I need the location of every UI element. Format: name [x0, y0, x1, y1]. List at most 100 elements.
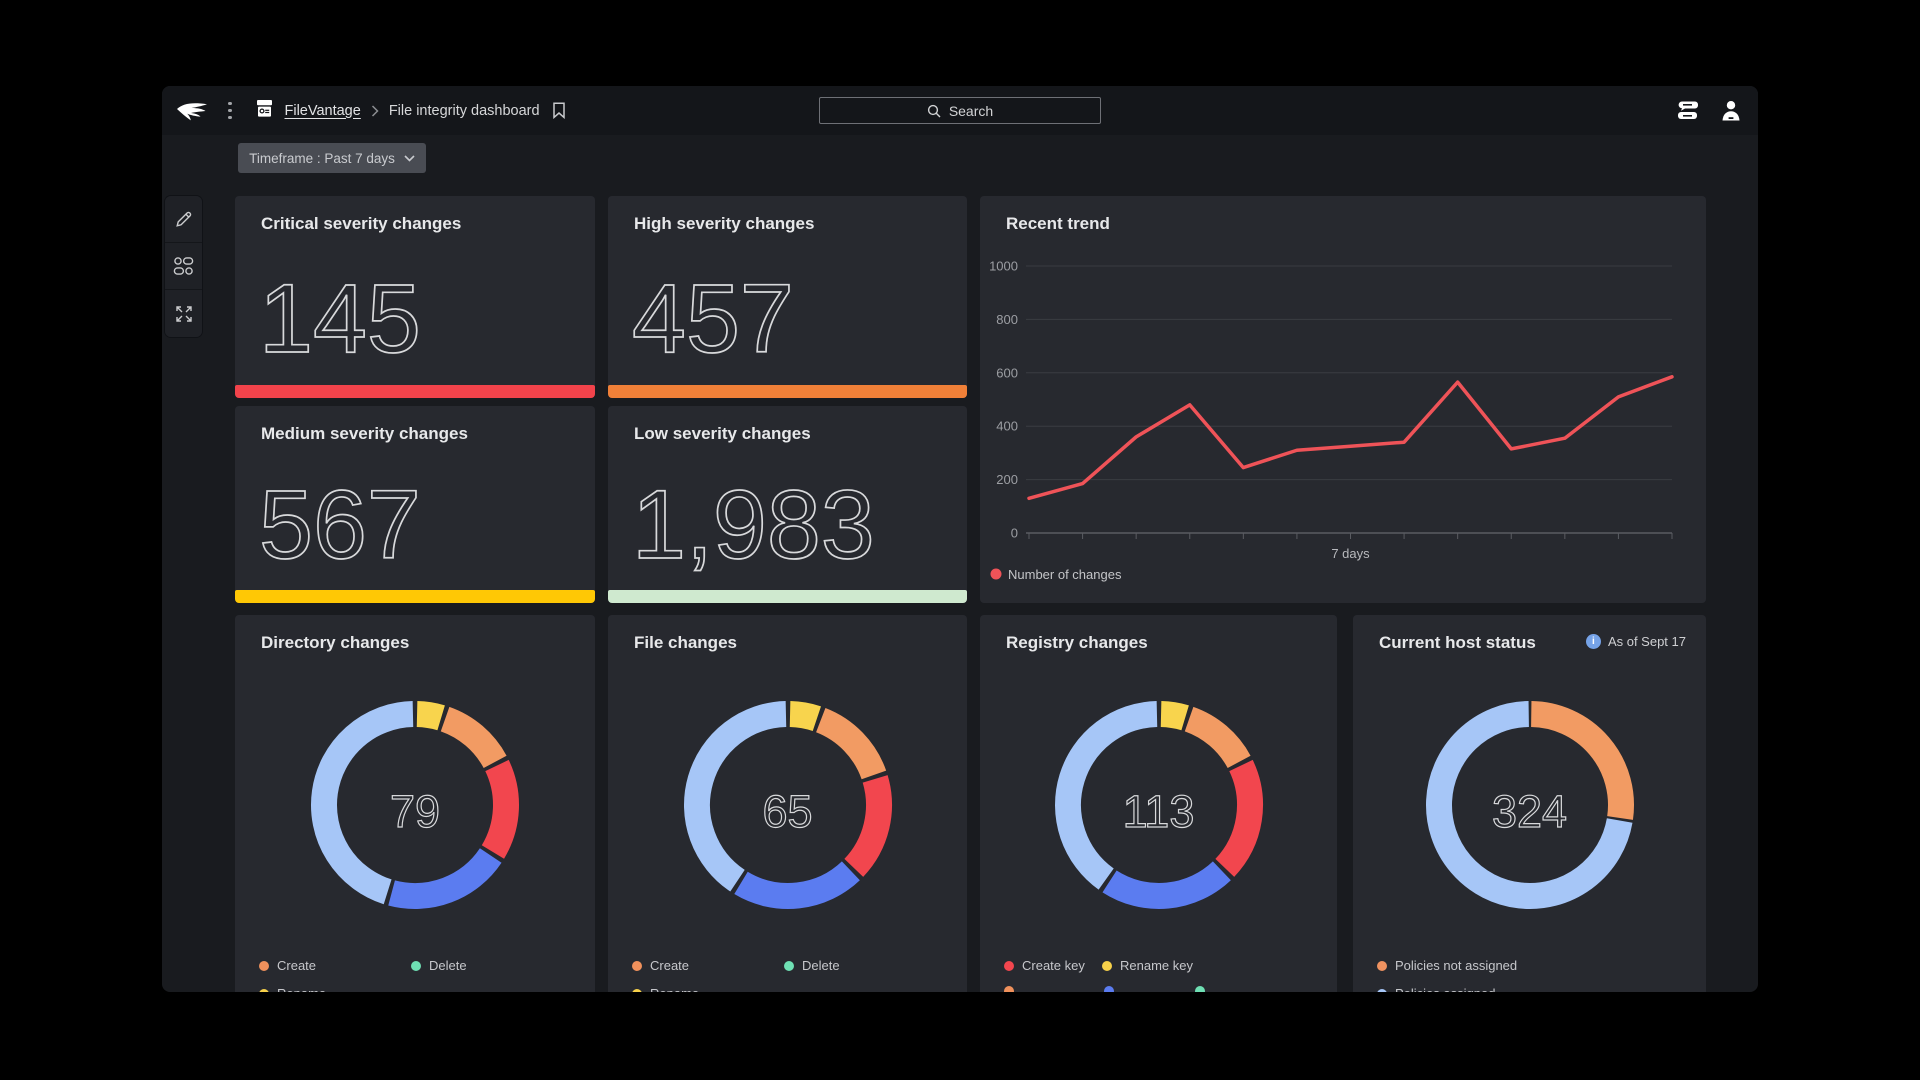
app-menu-ellipsis-icon[interactable] [224, 98, 236, 124]
chart-title: Registry changes [1006, 633, 1148, 652]
legend-dot [1377, 988, 1387, 992]
app-window: FileVantage File integrity dashboard Sea… [162, 86, 1758, 992]
breadcrumb-chevron-icon [371, 104, 379, 117]
top-bar: FileVantage File integrity dashboard Sea… [162, 86, 1758, 135]
expand-icon [175, 305, 192, 322]
registry-donut-chart [1054, 701, 1263, 909]
timeframe-label: Timeframe : Past 7 days [249, 150, 395, 166]
bookmark-icon[interactable] [552, 102, 566, 119]
legend-row: Rename [632, 986, 955, 992]
search-icon [927, 104, 941, 117]
legend-label: Rename [650, 986, 699, 992]
legend-row [1004, 986, 1325, 992]
svg-text:1000: 1000 [989, 259, 1018, 274]
host-status-donut-chart [1425, 701, 1634, 909]
legend-row: Policies not assigned [1377, 958, 1694, 973]
directory-changes-card: Directory changes 79 Create Delete Renam… [235, 615, 595, 992]
legend-dot [784, 960, 794, 971]
widget-toggles-button[interactable] [165, 243, 202, 290]
svg-text:7 days: 7 days [1331, 546, 1370, 561]
legend-row: Create Delete [259, 958, 583, 973]
legend-dot [632, 960, 642, 971]
edit-dashboard-button[interactable] [165, 196, 202, 243]
notifications-messages-icon[interactable] [1676, 100, 1700, 122]
legend-dot [259, 988, 269, 992]
pencil-icon [175, 211, 191, 227]
search-input[interactable]: Search [819, 97, 1101, 124]
severity-color-bar [608, 590, 967, 603]
svg-text:200: 200 [996, 472, 1018, 487]
chart-title: Directory changes [261, 633, 410, 652]
svg-text:800: 800 [996, 312, 1018, 327]
info-icon[interactable]: i [1585, 634, 1601, 649]
legend-dot [1102, 960, 1112, 971]
as-of-date: As of Sept 17 [1607, 634, 1686, 649]
severity-color-bar [235, 385, 595, 398]
legend-dot [1004, 986, 1014, 992]
file-donut-chart [683, 701, 892, 909]
donut-total: 65 [762, 785, 813, 837]
metric-value: 145 [258, 264, 422, 373]
registry-changes-card: Registry changes 113 Create key Rename k… [980, 615, 1337, 992]
legend-label: Create [277, 958, 317, 973]
legend-row: Policies assigned [1377, 986, 1694, 992]
metric-title: Low severity changes [634, 424, 811, 443]
metric-title: Critical severity changes [261, 214, 462, 233]
legend-row: Create key Rename key [1004, 958, 1325, 973]
timeframe-dropdown[interactable]: Timeframe : Past 7 days [238, 143, 426, 173]
svg-text:400: 400 [996, 419, 1018, 434]
breadcrumb-page-title: File integrity dashboard [388, 102, 540, 119]
trend-chart-svg: 1000 800 600 400 200 0 7 days Number of changes [989, 259, 1674, 582]
breadcrumb-app-link[interactable]: FileVantage [284, 102, 361, 119]
donut-total: 113 [1122, 785, 1195, 837]
filevantage-app-icon[interactable] [254, 98, 275, 124]
legend-row: Create Delete [632, 958, 955, 973]
user-profile-icon[interactable] [1720, 100, 1742, 122]
legend-label: Delete [429, 958, 467, 973]
left-rail [165, 196, 202, 337]
chevron-down-icon [404, 154, 415, 162]
metric-value: 1,983 [631, 470, 875, 579]
legend-row: Rename [259, 986, 583, 992]
legend-dot [632, 988, 642, 992]
legend-label: Create [650, 958, 690, 973]
legend-dot [259, 960, 269, 971]
legend-dot [411, 960, 421, 971]
metric-card-critical: Critical severity changes 145 [235, 196, 595, 398]
legend-label: Delete [802, 958, 840, 973]
legend-dot [1377, 960, 1387, 971]
legend-label: Create key [1022, 958, 1085, 973]
toggles-icon [173, 257, 194, 275]
severity-color-bar [608, 385, 967, 398]
chart-title: Current host status [1379, 633, 1536, 652]
topbar-right-icons [1676, 86, 1742, 135]
file-changes-card: File changes 65 Create Delete Rename [608, 615, 967, 992]
donut-total: 79 [389, 785, 441, 837]
legend-label: Rename [277, 986, 326, 992]
metric-value: 567 [258, 470, 422, 579]
metric-title: Medium severity changes [261, 424, 468, 443]
legend-label: Policies assigned [1395, 986, 1495, 992]
legend-dot [1104, 986, 1114, 992]
svg-text:600: 600 [996, 365, 1018, 380]
current-host-status-card: Current host status i As of Sept 17 324 … [1353, 615, 1706, 992]
donut-total: 324 [1491, 785, 1568, 837]
metric-value: 457 [631, 264, 795, 373]
chart-title: File changes [634, 633, 737, 652]
severity-color-bar [235, 590, 595, 603]
fullscreen-button[interactable] [165, 290, 202, 337]
svg-text:0: 0 [1011, 526, 1018, 541]
svg-text:Number of changes: Number of changes [1008, 567, 1122, 582]
metric-card-high: High severity changes 457 [608, 196, 967, 398]
legend-label: Rename key [1120, 958, 1193, 973]
chart-title: Recent trend [1006, 214, 1110, 233]
search-placeholder: Search [948, 102, 994, 119]
metric-card-medium: Medium severity changes 567 [235, 406, 595, 603]
crowdstrike-falcon-logo[interactable] [176, 98, 210, 124]
recent-trend-card: Recent trend 1000 800 600 400 200 0 7 days Numb… [980, 196, 1706, 603]
metric-card-low: Low severity changes 1,983 [608, 406, 967, 603]
directory-donut-chart [311, 701, 519, 909]
metric-title: High severity changes [634, 214, 815, 233]
legend-label: Policies not assigned [1395, 958, 1518, 973]
